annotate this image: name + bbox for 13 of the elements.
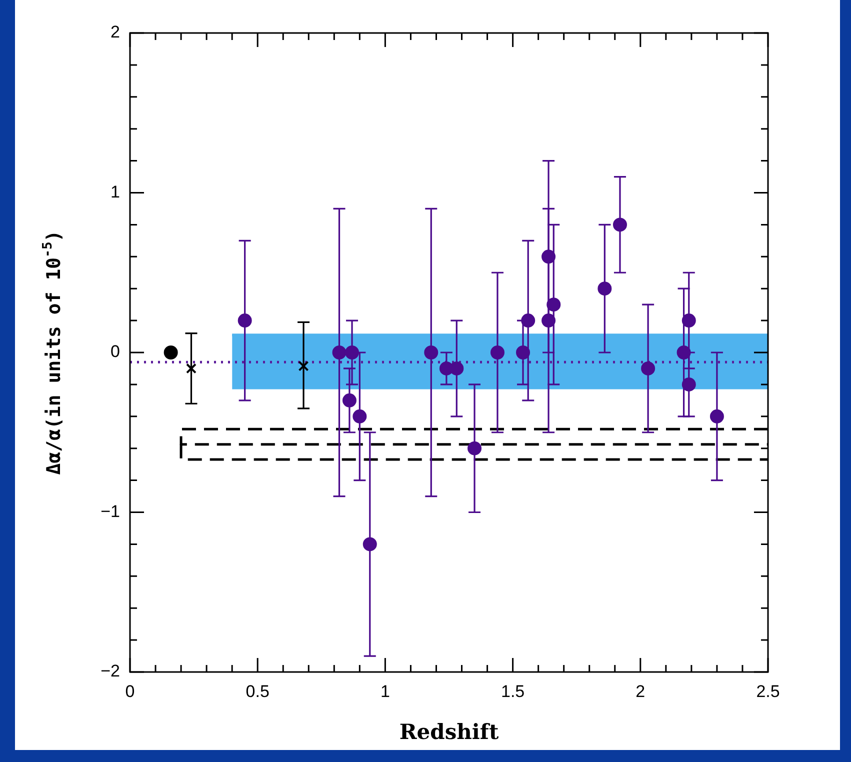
x-tick-label: 1.5 [500,682,525,701]
x-tick-label: 2 [636,682,646,701]
y-tick-label: 2 [110,22,120,42]
y-tick-label: −1 [100,502,120,521]
x-tick-label: 0 [125,682,135,701]
y-tick-label: 0 [110,342,120,362]
y-tick-label: 1 [110,182,120,202]
y-tick-label: −2 [100,662,120,681]
x-tick-label: 1 [380,682,390,701]
x-tick-label: 2.5 [756,682,780,701]
y-axis-title: Δα/α(in units of 10-5) [40,230,65,475]
x-tick-label: 0.5 [246,682,270,701]
x-axis-title: Redshift [399,718,499,744]
